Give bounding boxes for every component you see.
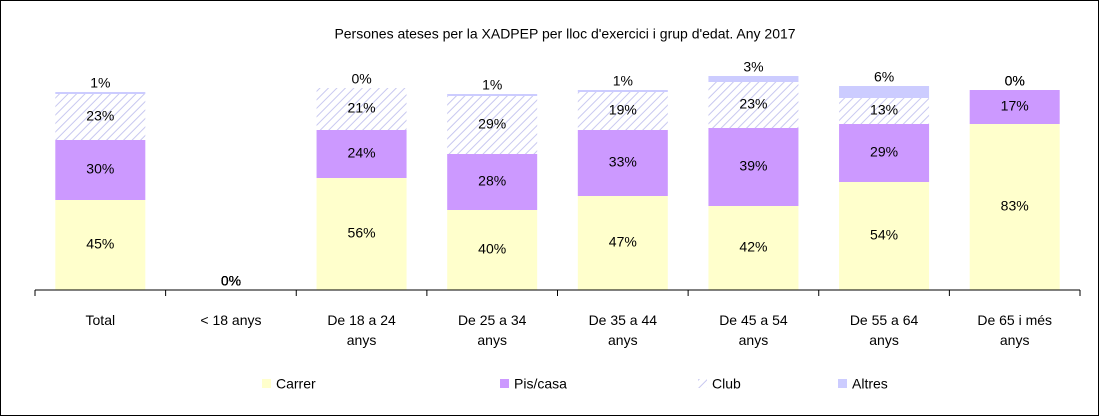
bar-segment [55,140,146,200]
bar-segment [316,178,407,290]
data-label: 54% [870,227,898,243]
data-label: 0% [221,273,241,289]
bar-segment [839,86,930,98]
legend-label: Club [712,376,741,392]
data-label: 40% [478,241,506,257]
data-label: 21% [348,100,376,116]
bar-segment [447,96,538,154]
data-label: 29% [870,144,898,160]
bar-segment [708,128,799,206]
x-tick-label: De 45 a 54 anys [719,312,788,348]
x-tick-label: De 65 i més anys [977,312,1053,348]
bar-segment [839,182,930,290]
x-tick-label: De 35 a 44 anys [588,312,658,348]
bar-segment [55,92,146,94]
bar-segment [447,94,538,96]
bar-segment [577,196,668,290]
bar-segment [839,124,930,182]
legend-swatch [500,379,509,388]
bar-segment [708,82,799,128]
bar-segment [577,90,668,92]
x-tick-label: Total [85,312,116,328]
legend-swatch [838,379,847,388]
bar-segment [316,130,407,178]
data-label: 23% [739,96,767,112]
bar-segment [55,200,146,290]
data-label: 1% [482,77,502,93]
data-label: 56% [348,225,376,241]
x-tick-label: De 55 a 64 anys [849,312,919,348]
bar-segment [577,92,668,130]
bar-segment [969,124,1060,290]
legend-label: Altres [852,376,888,392]
data-label: 33% [609,154,637,170]
data-label: 83% [1001,198,1029,214]
legend-label: Pis/casa [514,376,567,392]
data-label: 29% [478,116,506,132]
data-label: 30% [86,161,114,177]
bar-segment [316,88,407,130]
data-label: 23% [86,108,114,124]
data-label: 19% [609,102,637,118]
bar-segment [969,90,1060,124]
x-tick-label: De 18 a 24 anys [327,312,396,348]
bar-segment [55,94,146,140]
data-label: 1% [613,73,633,89]
bar-segment [708,76,799,82]
legend-swatch [698,379,707,388]
x-tick-label: < 18 anys [200,312,262,328]
data-label: 0% [221,273,241,289]
bar-segment [839,98,930,124]
data-label: 0% [1005,73,1025,89]
data-label: 17% [1001,98,1029,114]
x-tick-label: De 25 a 34 anys [457,312,527,348]
data-label: 3% [743,59,763,75]
bar-segment [447,154,538,210]
data-label: 0% [351,71,371,87]
chart-title: Persones ateses per la XADPEP per lloc d… [334,26,795,42]
data-label: 0% [1005,73,1025,89]
data-label: 39% [739,158,767,174]
data-label: 45% [86,236,114,252]
data-label: 0% [221,273,241,289]
data-label: 1% [90,75,110,91]
legend-swatch [262,379,271,388]
data-label: 28% [478,173,506,189]
bar-segment [708,206,799,290]
data-label: 24% [348,145,376,161]
data-label: 6% [874,69,894,85]
bar-segment [447,210,538,290]
data-label: 47% [609,234,637,250]
legend-label: Carrer [276,376,316,392]
data-label: 42% [739,239,767,255]
data-label: 0% [221,273,241,289]
data-label: 13% [870,102,898,118]
bar-segment [577,130,668,196]
